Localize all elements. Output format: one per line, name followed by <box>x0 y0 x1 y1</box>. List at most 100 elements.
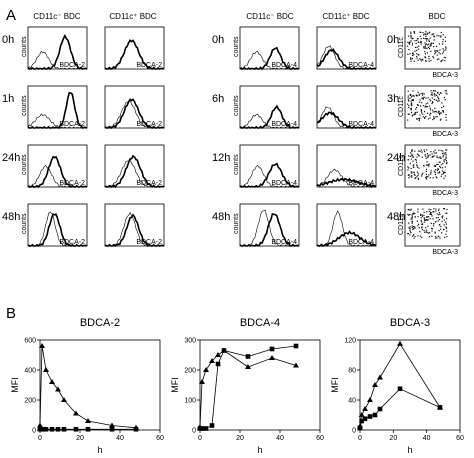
triangle-point <box>245 364 251 369</box>
cell-event-dot <box>411 176 413 178</box>
cell-event-dot <box>408 155 410 157</box>
cell-event-dot <box>420 175 423 177</box>
cell-event-dot <box>434 152 436 154</box>
plot-frame <box>239 26 300 70</box>
cell-event-dot <box>446 149 448 151</box>
cell-event-dot <box>429 109 432 111</box>
cell-event-dot <box>417 41 420 43</box>
histogram-panel: BDCA-4 <box>316 85 377 129</box>
cell-event-dot <box>422 116 424 118</box>
cell-event-dot <box>423 47 425 49</box>
cell-event-dot <box>430 211 432 214</box>
cell-event-dot <box>424 53 427 55</box>
cell-event-dot <box>421 112 423 114</box>
cell-event-dot <box>436 45 438 47</box>
cell-event-dot <box>427 155 429 157</box>
cell-event-dot <box>421 236 423 238</box>
stained-histogram-curve <box>104 213 165 248</box>
cell-event-dot <box>441 167 444 169</box>
cell-event-dot <box>422 172 424 174</box>
mfi-chart: BDCA-3 0 20 40 60 0 40 80 120 h MFI <box>330 317 464 455</box>
cell-event-dot <box>441 52 444 54</box>
cell-event-dot <box>437 163 439 165</box>
cell-event-dot <box>407 90 409 92</box>
cell-event-dot <box>442 215 444 217</box>
cell-event-dot <box>413 54 415 56</box>
cell-event-dot <box>411 214 413 216</box>
cell-event-dot <box>443 105 445 108</box>
x-tick-label: 0 <box>358 435 362 442</box>
cell-event-dot <box>421 151 423 153</box>
square-point <box>61 426 67 432</box>
cell-event-dot <box>414 150 416 152</box>
cell-event-dot <box>443 56 445 58</box>
cell-event-dot <box>416 49 418 51</box>
cell-event-dot <box>420 43 422 45</box>
cell-event-dot <box>424 154 426 156</box>
cell-event-dot <box>416 176 418 178</box>
marker-axis-label: BDCA-2 <box>59 62 85 69</box>
marker-axis-label: BDCA-2 <box>59 121 85 128</box>
cell-event-dot <box>412 114 414 116</box>
cell-event-dot <box>418 118 420 120</box>
cell-event-dot <box>420 214 422 216</box>
cell-event-dot <box>421 227 423 229</box>
cell-event-dot <box>428 165 430 167</box>
cell-event-dot <box>410 40 412 42</box>
cell-event-dot <box>408 174 410 176</box>
cell-event-dot <box>407 97 409 99</box>
stained-histogram-curve <box>239 162 300 188</box>
cell-event-dot <box>433 46 435 48</box>
cell-event-dot <box>408 43 411 45</box>
cell-event-dot <box>426 47 428 49</box>
triangle-point <box>55 386 61 392</box>
cell-event-dot <box>414 236 416 238</box>
cell-event-dot <box>407 95 409 97</box>
cell-event-dot <box>428 55 430 58</box>
cell-event-dot <box>446 93 448 95</box>
col-header-4: CD11c⁺ BDC <box>322 12 369 21</box>
cell-event-dot <box>410 167 412 170</box>
marker-axis-label: BDCA-4 <box>271 180 297 187</box>
cell-event-dot <box>435 217 438 219</box>
marker-axis-label: BDCA-4 <box>348 62 374 69</box>
cell-event-dot <box>411 227 413 229</box>
cell-event-dot <box>441 170 444 172</box>
cell-event-dot <box>408 49 410 51</box>
y-tick-label: 200 <box>184 368 196 375</box>
cell-event-dot <box>423 229 425 231</box>
cell-event-dot <box>437 220 439 222</box>
cell-event-dot <box>427 164 430 166</box>
cell-event-dot <box>421 97 423 99</box>
cell-event-dot <box>429 114 431 116</box>
cell-event-dot <box>408 113 410 115</box>
cell-event-dot <box>417 91 419 93</box>
marker-axis-label: BDCA-3 <box>432 72 458 79</box>
plot-frame <box>104 203 165 247</box>
cell-event-dot <box>416 164 418 166</box>
cell-event-dot <box>423 221 425 223</box>
cell-event-dot <box>434 165 437 167</box>
triangle-point <box>109 422 115 428</box>
cell-event-dot <box>421 226 423 228</box>
cell-event-dot <box>420 111 422 113</box>
cell-event-dot <box>434 94 436 96</box>
cell-event-dot <box>442 173 445 175</box>
cell-event-dot <box>437 172 439 174</box>
cell-event-dot <box>435 221 437 223</box>
cell-event-dot <box>420 219 422 221</box>
triangle-point <box>293 362 299 368</box>
x-tick-label: 40 <box>423 435 431 442</box>
cell-event-dot <box>407 208 409 211</box>
cell-event-dot <box>416 46 418 48</box>
row-time: 24h <box>387 152 405 164</box>
cell-event-dot <box>408 214 410 216</box>
cell-event-dot <box>411 222 413 224</box>
row-times-right: 0h 3h 24h 48h <box>387 34 405 223</box>
y-axis-label: MFI <box>330 377 340 393</box>
cell-event-dot <box>445 154 447 156</box>
cell-event-dot <box>425 60 427 62</box>
triangle-point <box>73 410 79 416</box>
plot-frame <box>316 85 377 129</box>
cell-event-dot <box>442 156 444 158</box>
